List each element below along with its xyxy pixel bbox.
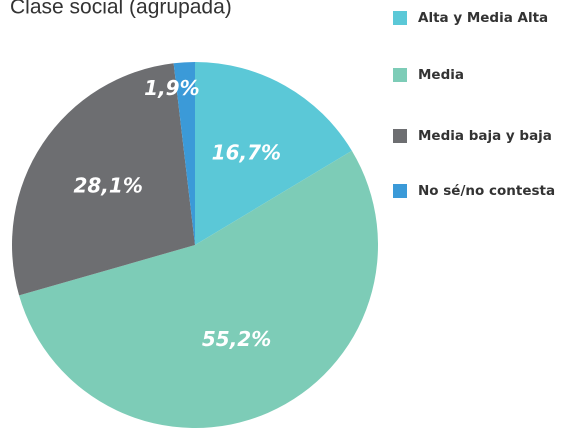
pie-slice xyxy=(11,63,195,296)
pie-slice xyxy=(19,150,378,428)
pie-slice xyxy=(173,62,195,245)
chart-title: Clase social (agrupada) xyxy=(10,0,232,19)
pie-slice xyxy=(195,62,352,245)
data-label: 55,2% xyxy=(202,327,271,351)
data-label: 28,1% xyxy=(73,174,142,198)
legend-swatch xyxy=(393,68,407,82)
data-label: 16,7% xyxy=(212,141,281,165)
data-label: 1,9% xyxy=(144,76,199,100)
legend-label: No sé/no contesta xyxy=(418,183,555,199)
legend-label: Media baja y baja xyxy=(418,128,552,144)
legend-swatch xyxy=(393,129,407,143)
legend-label: Alta y Media Alta xyxy=(418,10,548,26)
legend-swatch xyxy=(393,184,407,198)
legend-swatch xyxy=(393,11,407,25)
legend-label: Media xyxy=(418,67,464,83)
